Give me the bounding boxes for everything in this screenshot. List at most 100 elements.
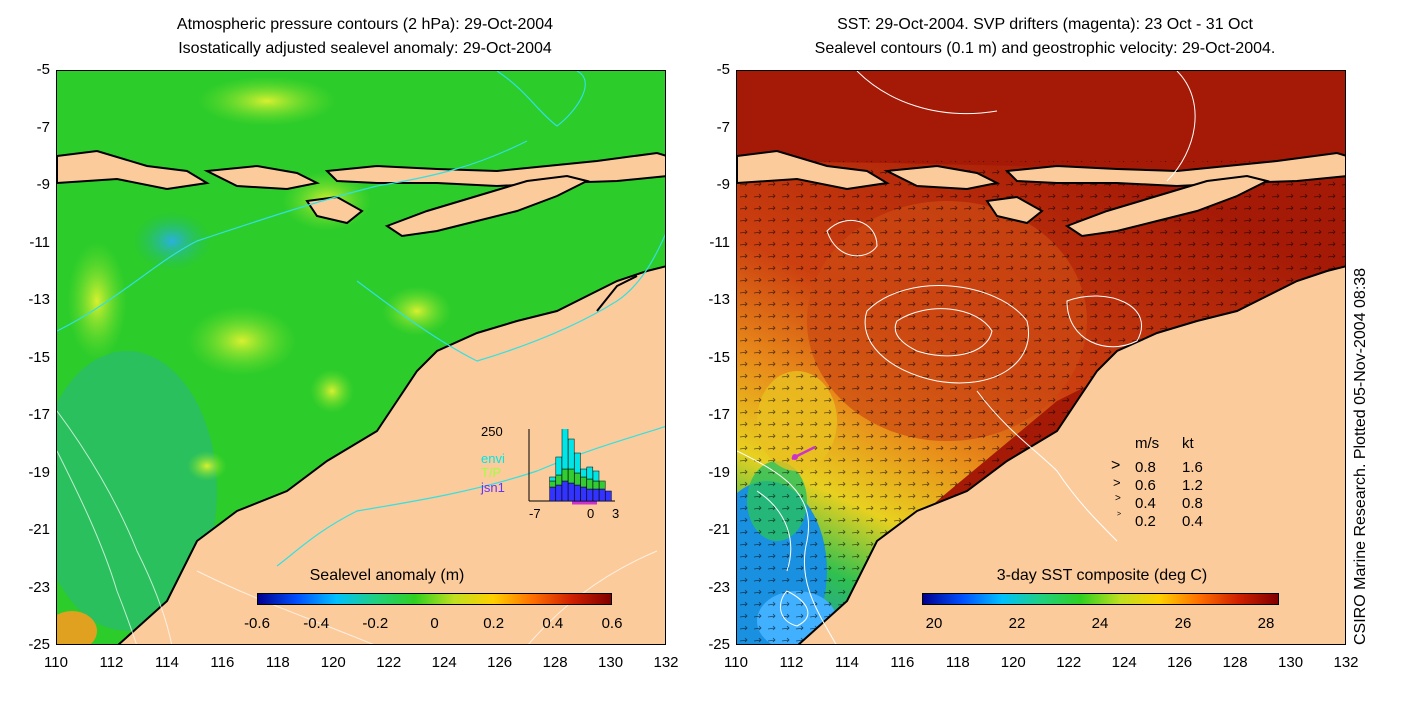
left-lon-tick: 112: [99, 654, 124, 671]
left-lon-tick: 120: [320, 654, 346, 671]
speed-legend-ms: 0.4: [1135, 495, 1156, 512]
inset-label-jsn1: jsn1: [481, 480, 505, 495]
right-lon-tick: 110: [724, 654, 748, 671]
inset-bar: [574, 472, 581, 486]
colorbar-tick-label: -0.2: [362, 615, 389, 632]
right-lon-tick: 118: [945, 654, 970, 671]
speed-legend-arrow: >: [1115, 493, 1121, 504]
colorbar-tick-label: 22: [1008, 615, 1026, 632]
right-lon-tick: 132: [1333, 654, 1359, 671]
left-lat-tick: -11: [29, 233, 50, 251]
colorbar-tick-label: 26: [1174, 615, 1192, 632]
inset-bar: [549, 486, 556, 502]
inset-bar: [549, 480, 556, 488]
colorbar-tick-label: 0.4: [542, 615, 564, 632]
right-lat-tick: -5: [716, 61, 730, 78]
speed-legend-header-ms: m/s: [1135, 435, 1160, 452]
left-lat-tick: -13: [28, 291, 50, 308]
left-lon-tick: 122: [376, 654, 402, 671]
right-title-line1: SST: 29-Oct-2004. SVP drifters (magenta)…: [837, 16, 1253, 33]
right-lat-tick: -25: [708, 636, 730, 653]
left-lat-tick: -9: [36, 176, 50, 193]
inset-bar: [580, 476, 587, 488]
right-lon-tick: 122: [1056, 654, 1082, 671]
inset-bar: [561, 468, 569, 482]
sst-map-graphic: [737, 71, 1345, 644]
inset-bar: [567, 482, 575, 502]
colorbar-tick-label: 0: [430, 615, 439, 632]
left-lat-tick: -15: [28, 348, 50, 366]
right-lon-tick: 112: [779, 654, 804, 671]
left-lon-tick: 126: [487, 654, 513, 671]
speed-legend-kt: 1.6: [1182, 459, 1203, 476]
left-lat-tick: -21: [28, 521, 50, 538]
left-lat-tick: -25: [28, 636, 50, 653]
speed-legend-arrow: >: [1111, 457, 1121, 474]
inset-x-label-max: 3: [612, 506, 620, 521]
speed-legend-arrow: >: [1113, 475, 1121, 490]
right-lat-tick: -13: [708, 291, 730, 308]
speed-legend-ms: 0.2: [1135, 513, 1156, 530]
inset-bar: [592, 488, 600, 502]
colorbar-tick-label: 24: [1091, 615, 1109, 632]
inset-x-label-zero: 0: [587, 506, 595, 521]
colorbar-tick-label: -0.4: [303, 615, 330, 632]
left-lat-tick: -7: [36, 118, 50, 136]
inset-bar: [555, 474, 563, 486]
right-lon-tick: 128: [1222, 654, 1248, 671]
right-title-line2: Sealevel contours (0.1 m) and geostrophi…: [814, 40, 1276, 57]
right-lon-tick: 130: [1278, 654, 1304, 671]
colorbar-tick-label: 20: [925, 615, 943, 632]
speed-legend-ms: 0.6: [1135, 477, 1156, 494]
inset-x-label-min: -7: [529, 506, 541, 521]
colorbar-tick-label: 0.6: [601, 615, 623, 632]
right-lat-tick: -19: [708, 463, 730, 481]
inset-bar: [567, 438, 575, 470]
left-lon-tick: 130: [598, 654, 624, 671]
inset-label-envi: envi: [481, 451, 505, 466]
colorbar-tick-label: 0.2: [483, 615, 505, 632]
right-lon-tick: 120: [1000, 654, 1026, 671]
sst-map: m/s kt >0.8 1.6 >0.6 1.2 >0.4 0.8 >0.2 0.4 3-da…: [736, 70, 1346, 645]
inset-bar: [592, 470, 600, 482]
right-lon-tick: 116: [890, 654, 915, 671]
inset-label-tp: T/P: [481, 465, 502, 480]
sealevel-map-graphic: [57, 71, 665, 644]
colorbar-tick-label: 28: [1257, 615, 1275, 632]
left-lat-tick: -23: [28, 578, 50, 596]
speed-legend-kt: 1.2: [1182, 477, 1203, 494]
right-lat-tick: -11: [709, 233, 730, 251]
right-lon-tick: 124: [1111, 654, 1137, 671]
inset-bar: [580, 486, 587, 502]
inset-bar: [574, 484, 581, 502]
inset-bar: [586, 466, 594, 480]
speed-legend-ms: 0.8: [1135, 459, 1156, 476]
left-lon-tick: 114: [154, 654, 179, 671]
inset-bar: [598, 480, 606, 490]
right-lat-tick: -17: [708, 406, 730, 423]
sst-colorbar-title: 3-day SST composite (deg C): [996, 567, 1208, 584]
left-lon-tick: 128: [542, 654, 568, 671]
left-lat-tick: -19: [28, 463, 50, 481]
inset-bar: [592, 480, 600, 490]
sealevel-colorbar: [257, 593, 612, 605]
right-lat-tick: -9: [716, 176, 730, 193]
speed-legend-arrow: >: [1117, 511, 1122, 518]
speed-legend-kt: 0.4: [1182, 513, 1203, 530]
right-lon-tick: 114: [834, 654, 859, 671]
inset-bar: [567, 468, 575, 484]
credit-text: CSIRO Marine Research. Plotted 05-Nov-20…: [1352, 267, 1369, 645]
inset-bar: [574, 452, 581, 474]
left-title-line2: Isostatically adjusted sealevel anomaly:…: [178, 40, 552, 57]
left-lat-tick: -5: [36, 61, 50, 78]
inset-bar: [561, 480, 569, 502]
inset-bar: [586, 488, 594, 502]
right-lat-tick: -7: [716, 118, 730, 136]
left-lon-tick: 124: [431, 654, 457, 671]
inset-bar: [605, 490, 612, 502]
left-lat-tick: -17: [28, 406, 50, 423]
inset-bar: [549, 476, 556, 482]
inset-bar: [586, 478, 594, 490]
left-lon-tick: 132: [653, 654, 679, 671]
right-lat-tick: -23: [708, 578, 730, 596]
